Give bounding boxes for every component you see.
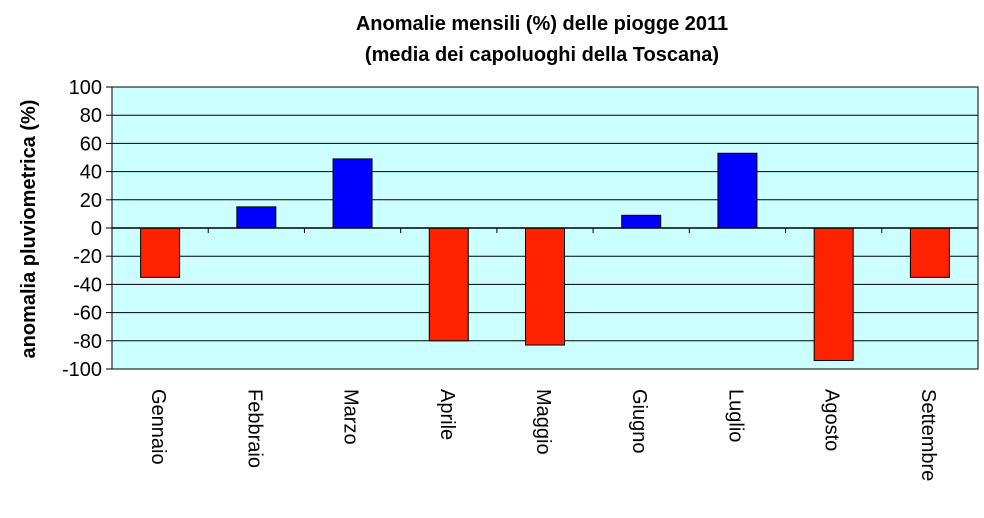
x-tick-label: Maggio: [532, 389, 554, 455]
bars: [140, 152, 950, 362]
x-tick-label: Febbraio: [243, 389, 265, 468]
y-tick-label: -80: [73, 331, 102, 353]
x-tick-labels: Gennaio Febbraio Marzo Aprile Maggio Giugno Lu…: [147, 389, 939, 481]
y-tick-label: -60: [73, 303, 102, 325]
y-tick-label: 0: [91, 218, 102, 240]
x-tick-label: Giugno: [628, 389, 650, 454]
y-axis-label: anomalia pluviometrica (%): [18, 100, 40, 359]
bar-marzo: [332, 158, 373, 229]
y-tick-label: 100: [69, 77, 102, 99]
x-tick-label: Gennaio: [147, 389, 169, 465]
chart-subtitle: (media dei capoluoghi della Toscana): [365, 44, 719, 66]
bar-agosto: [813, 227, 854, 362]
y-tick-label: -20: [73, 246, 102, 268]
bar-febbraio: [236, 206, 277, 229]
y-tick-label: 20: [80, 190, 102, 212]
x-tick-label: Settembre: [917, 389, 939, 481]
chart-title: Anomalie mensili (%) delle piogge 2011: [356, 13, 728, 35]
x-tick-label: Luglio: [724, 389, 746, 442]
y-tick-label: -100: [62, 359, 102, 381]
x-tick-label: Marzo: [340, 389, 362, 445]
x-tick-label: Aprile: [436, 389, 458, 440]
x-tick-label: Agosto: [821, 389, 843, 451]
bar-luglio: [717, 152, 758, 229]
y-tick-label: 80: [80, 105, 102, 127]
y-tick-label: -40: [73, 274, 102, 296]
bar-maggio: [525, 227, 565, 346]
y-tick-label: 40: [80, 162, 102, 184]
bar-giugno: [621, 214, 662, 229]
bar-aprile: [428, 227, 469, 342]
y-tick-label: 60: [80, 133, 102, 155]
y-tick-labels: 100 80 60 40 20 0 -20 -40 -60 -80 -100: [62, 77, 102, 381]
bar-gennaio: [140, 227, 181, 278]
axes: [111, 86, 979, 370]
bar-settembre: [909, 227, 950, 278]
